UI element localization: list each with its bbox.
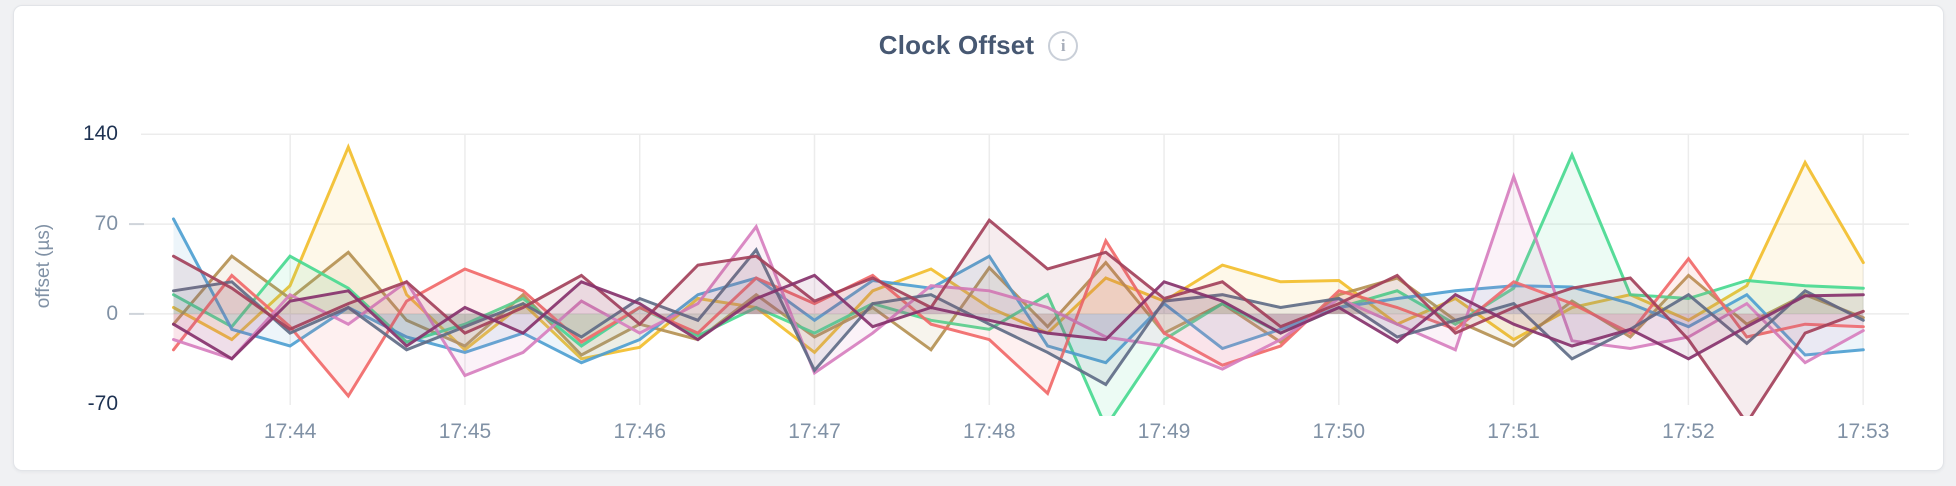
x-tick-label: 17:48 <box>962 420 1016 443</box>
x-tick-label: 17:49 <box>1137 420 1191 443</box>
series-area <box>173 220 1864 416</box>
series-line <box>172 273 1865 361</box>
x-tick-label: 17:51 <box>1487 420 1540 443</box>
series-line <box>172 247 1865 387</box>
series-area <box>173 249 1864 385</box>
y-tick-label: -70 <box>87 391 118 415</box>
x-tick-label: 17:46 <box>613 420 667 443</box>
card-header: Clock Offset i <box>14 30 1943 61</box>
series-line <box>172 217 1865 416</box>
clock-offset-chart[interactable]: offset (µs) 140 70 0 -70 17:44 17:45 17:46 17:… <box>14 6 1943 470</box>
x-tick-label: 17:45 <box>438 420 492 443</box>
x-tick-label: 17:50 <box>1312 420 1366 443</box>
clock-offset-card: Clock Offset i offset (µs) 140 70 0 -70 17:… <box>13 5 1944 471</box>
x-tick-label: 17:52 <box>1662 420 1715 443</box>
info-icon[interactable]: i <box>1048 30 1079 61</box>
y-tick-label: 70 <box>94 212 118 236</box>
x-tick-label: 17:44 <box>263 420 317 443</box>
chart-title: Clock Offset <box>878 30 1035 60</box>
series-line <box>172 217 1865 365</box>
y-tick-label: 0 <box>106 301 118 325</box>
x-tick-label: 17:47 <box>788 420 841 443</box>
series-area <box>173 240 1864 396</box>
y-axis-title: offset (µs) <box>33 223 54 309</box>
series-line <box>172 237 1865 399</box>
plot-area[interactable] <box>121 91 1921 416</box>
series-area <box>173 275 1864 359</box>
x-tick-label: 17:53 <box>1836 420 1890 443</box>
y-tick-label: 140 <box>82 122 118 146</box>
series-line <box>172 150 1865 416</box>
